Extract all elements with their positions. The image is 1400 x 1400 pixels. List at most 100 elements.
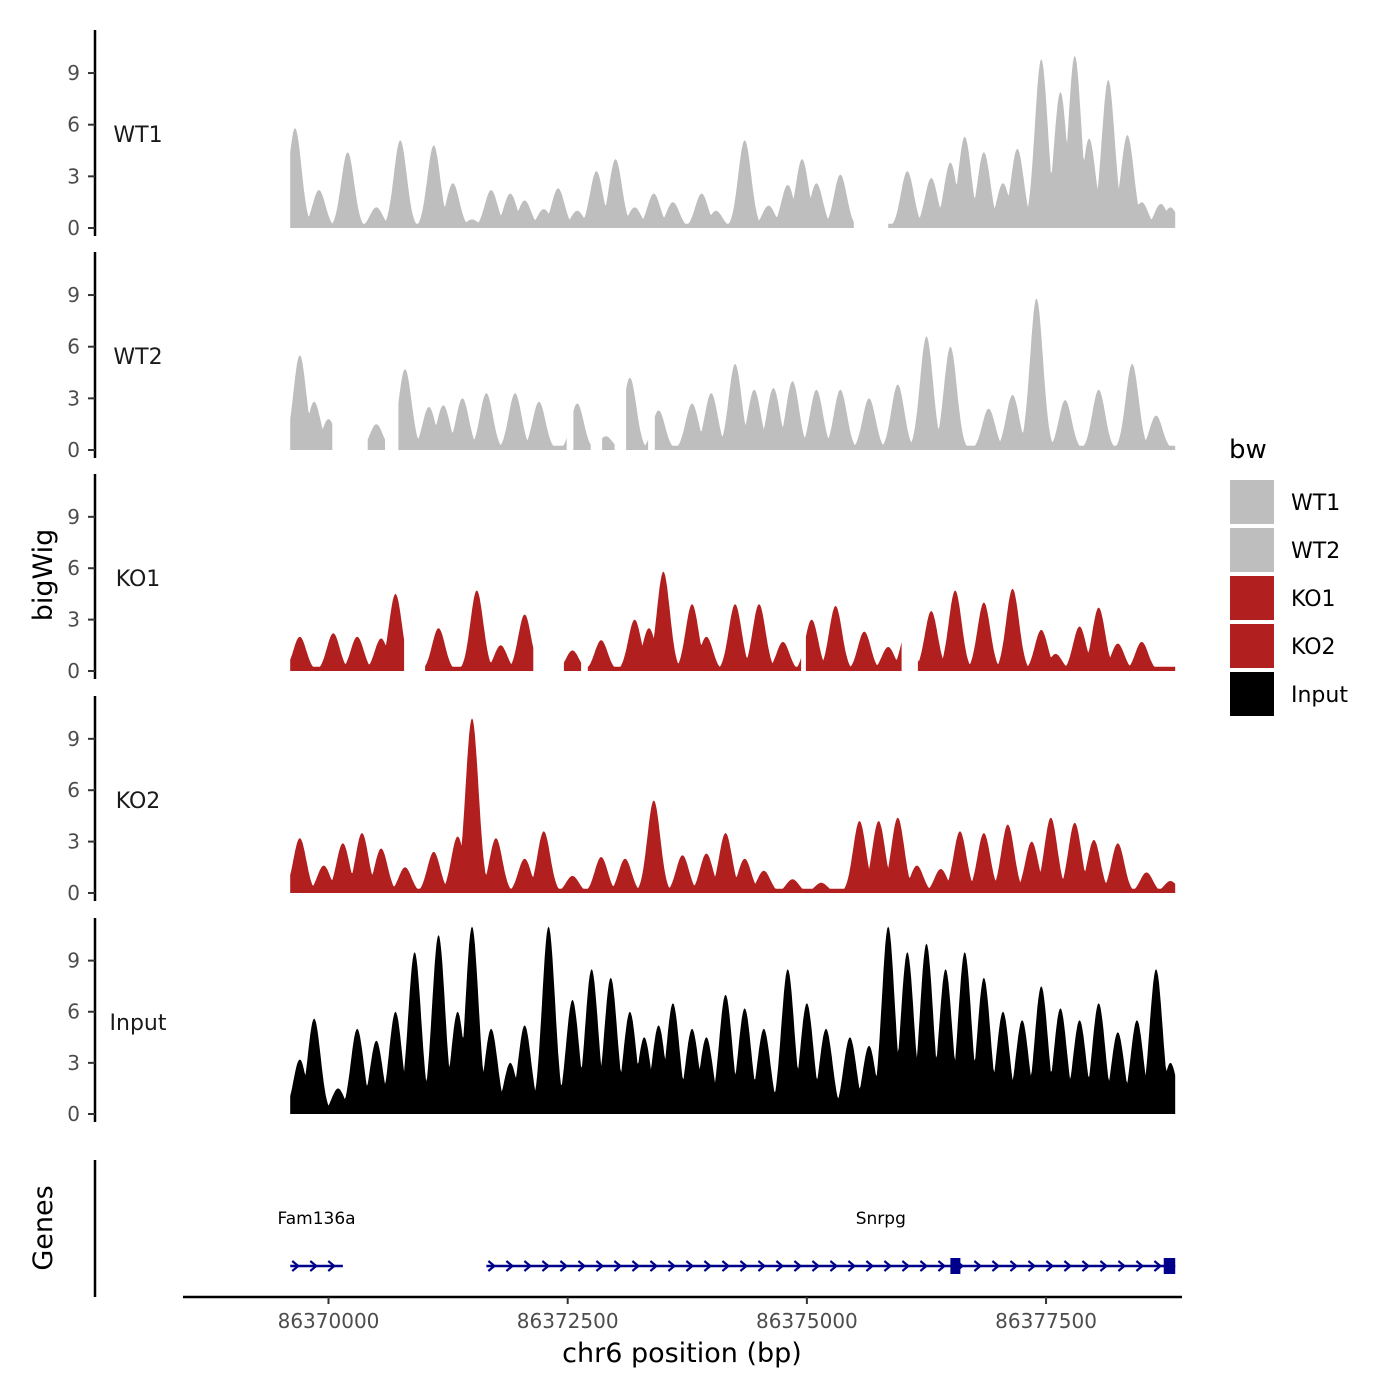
y-tick-label: 0 — [67, 1102, 80, 1126]
gene-strand-arrow — [991, 1260, 1001, 1272]
track-label-input: Input — [110, 1011, 167, 1036]
y-tick-label: 0 — [67, 659, 80, 683]
gene-strand-arrow — [1081, 1260, 1091, 1272]
gene-panel: 86370000 86372500 86375000 86377500 Fam136a S… — [93, 1160, 1182, 1333]
gene-strand-arrow — [1153, 1260, 1163, 1272]
area-wt2-2 — [398, 369, 567, 450]
y-tick-label: 0 — [67, 438, 80, 462]
gene-strand-arrow — [1117, 1260, 1127, 1272]
gene-strand-arrow — [505, 1260, 515, 1272]
gene-strand-arrow — [703, 1260, 713, 1272]
track-label-wt2: WT2 — [113, 345, 162, 370]
y-tick-label: 9 — [67, 505, 80, 529]
area-ko1-2 — [563, 650, 582, 671]
y-tick-label: 6 — [67, 335, 80, 359]
gene-exon — [1163, 1258, 1176, 1274]
legend-label-ko2: KO2 — [1291, 635, 1336, 660]
x-tick-label: 86370000 — [278, 1309, 380, 1333]
legend: bw WT1 WT2 KO1 KO2 Input — [1229, 435, 1348, 716]
gene-strand-arrow — [541, 1260, 551, 1272]
gene-strand-arrow — [721, 1260, 731, 1272]
gene-strand-arrow — [883, 1260, 893, 1272]
area-ko1-4 — [805, 605, 902, 671]
area-ko2-0 — [290, 718, 1176, 893]
gene-exon — [950, 1258, 961, 1274]
y-tick-label: 6 — [67, 1000, 80, 1024]
y-tick-label: 9 — [67, 949, 80, 973]
area-wt1-0 — [290, 128, 854, 228]
area-input-0 — [290, 926, 1176, 1114]
gene-strand-arrow — [309, 1260, 318, 1272]
axes: 0 3 6 9 WT1 0 3 6 9 WT2 0 3 6 9 KO1 0 3 6 9 KO2 0 3 6 9 Input — [67, 30, 167, 1126]
area-wt2-3 — [573, 403, 591, 450]
area-wt2-5 — [626, 377, 649, 450]
area-ko1-0 — [290, 593, 405, 671]
gene-panel-title: Genes — [28, 1185, 59, 1270]
gene-strand-arrow — [327, 1260, 336, 1272]
gene-strand-arrow — [577, 1260, 587, 1272]
y-tick-label: 9 — [67, 61, 80, 85]
y-tick-label: 6 — [67, 556, 80, 580]
area-ko1-5 — [917, 588, 1176, 671]
gene-strand-arrow — [523, 1260, 533, 1272]
gene-strand-arrow — [1045, 1260, 1055, 1272]
gene-strand-arrow — [291, 1260, 300, 1272]
area-ko1-1 — [425, 590, 534, 671]
x-tick-label: 86372500 — [517, 1309, 619, 1333]
gene-strand-arrow — [559, 1260, 569, 1272]
gene-strand-arrow — [739, 1260, 749, 1272]
x-axis-title: chr6 position (bp) — [562, 1338, 802, 1369]
gene-strand-arrow — [487, 1260, 497, 1272]
y-tick-label: 0 — [67, 216, 80, 240]
gene-strand-arrow — [865, 1260, 875, 1272]
gene-strand-arrow — [685, 1260, 695, 1272]
gene-strand-arrow — [973, 1260, 983, 1272]
area-ko1-3 — [587, 571, 802, 671]
gene-strand-arrow — [775, 1260, 785, 1272]
gene-strand-arrow — [829, 1260, 839, 1272]
area-wt2-6 — [654, 298, 1176, 450]
bigwig-tracks — [290, 55, 1176, 1114]
gene-strand-arrow — [919, 1260, 929, 1272]
gene-strand-arrow — [757, 1260, 767, 1272]
legend-swatch-ko1 — [1230, 576, 1274, 620]
gene-name-fam136a: Fam136a — [278, 1209, 356, 1229]
y-tick-label: 0 — [67, 881, 80, 905]
gene-strand-arrow — [631, 1260, 641, 1272]
legend-swatch-ko2 — [1230, 624, 1274, 668]
gene-strand-arrow — [901, 1260, 911, 1272]
area-wt2-4 — [602, 436, 615, 450]
y-tick-label: 3 — [67, 608, 80, 632]
gene-strand-arrow — [667, 1260, 677, 1272]
gene-strand-arrow — [1063, 1260, 1073, 1272]
gene-strand-arrow — [811, 1260, 821, 1272]
legend-swatch-wt2 — [1230, 528, 1274, 572]
legend-label-ko1: KO1 — [1291, 587, 1336, 612]
legend-label-wt2: WT2 — [1291, 539, 1340, 564]
y-tick-label: 3 — [67, 164, 80, 188]
track-label-wt1: WT1 — [113, 123, 162, 148]
legend-title: bw — [1229, 435, 1267, 465]
gene-strand-arrow — [1135, 1260, 1145, 1272]
gene-strand-arrow — [793, 1260, 803, 1272]
gene-strand-arrow — [847, 1260, 857, 1272]
gene-strand-arrow — [937, 1260, 947, 1272]
gene-name-snrpg: Snrpg — [856, 1209, 906, 1229]
y-tick-label: 3 — [67, 386, 80, 410]
legend-swatch-input — [1230, 672, 1274, 716]
y-tick-label: 3 — [67, 830, 80, 854]
area-wt2-1 — [367, 424, 385, 450]
legend-label-input: Input — [1291, 683, 1348, 708]
gene-strand-arrow — [613, 1260, 623, 1272]
x-tick-label: 86375000 — [756, 1309, 858, 1333]
x-tick-label: 86377500 — [995, 1309, 1097, 1333]
legend-label-wt1: WT1 — [1291, 491, 1340, 516]
area-wt1b-0 — [888, 55, 1176, 228]
gene-strand-arrow — [1027, 1260, 1037, 1272]
legend-swatch-wt1 — [1230, 480, 1274, 524]
gene-strand-arrow — [1009, 1260, 1019, 1272]
gene-strand-arrow — [649, 1260, 659, 1272]
gene-strand-arrow — [1099, 1260, 1109, 1272]
y-tick-label: 6 — [67, 778, 80, 802]
